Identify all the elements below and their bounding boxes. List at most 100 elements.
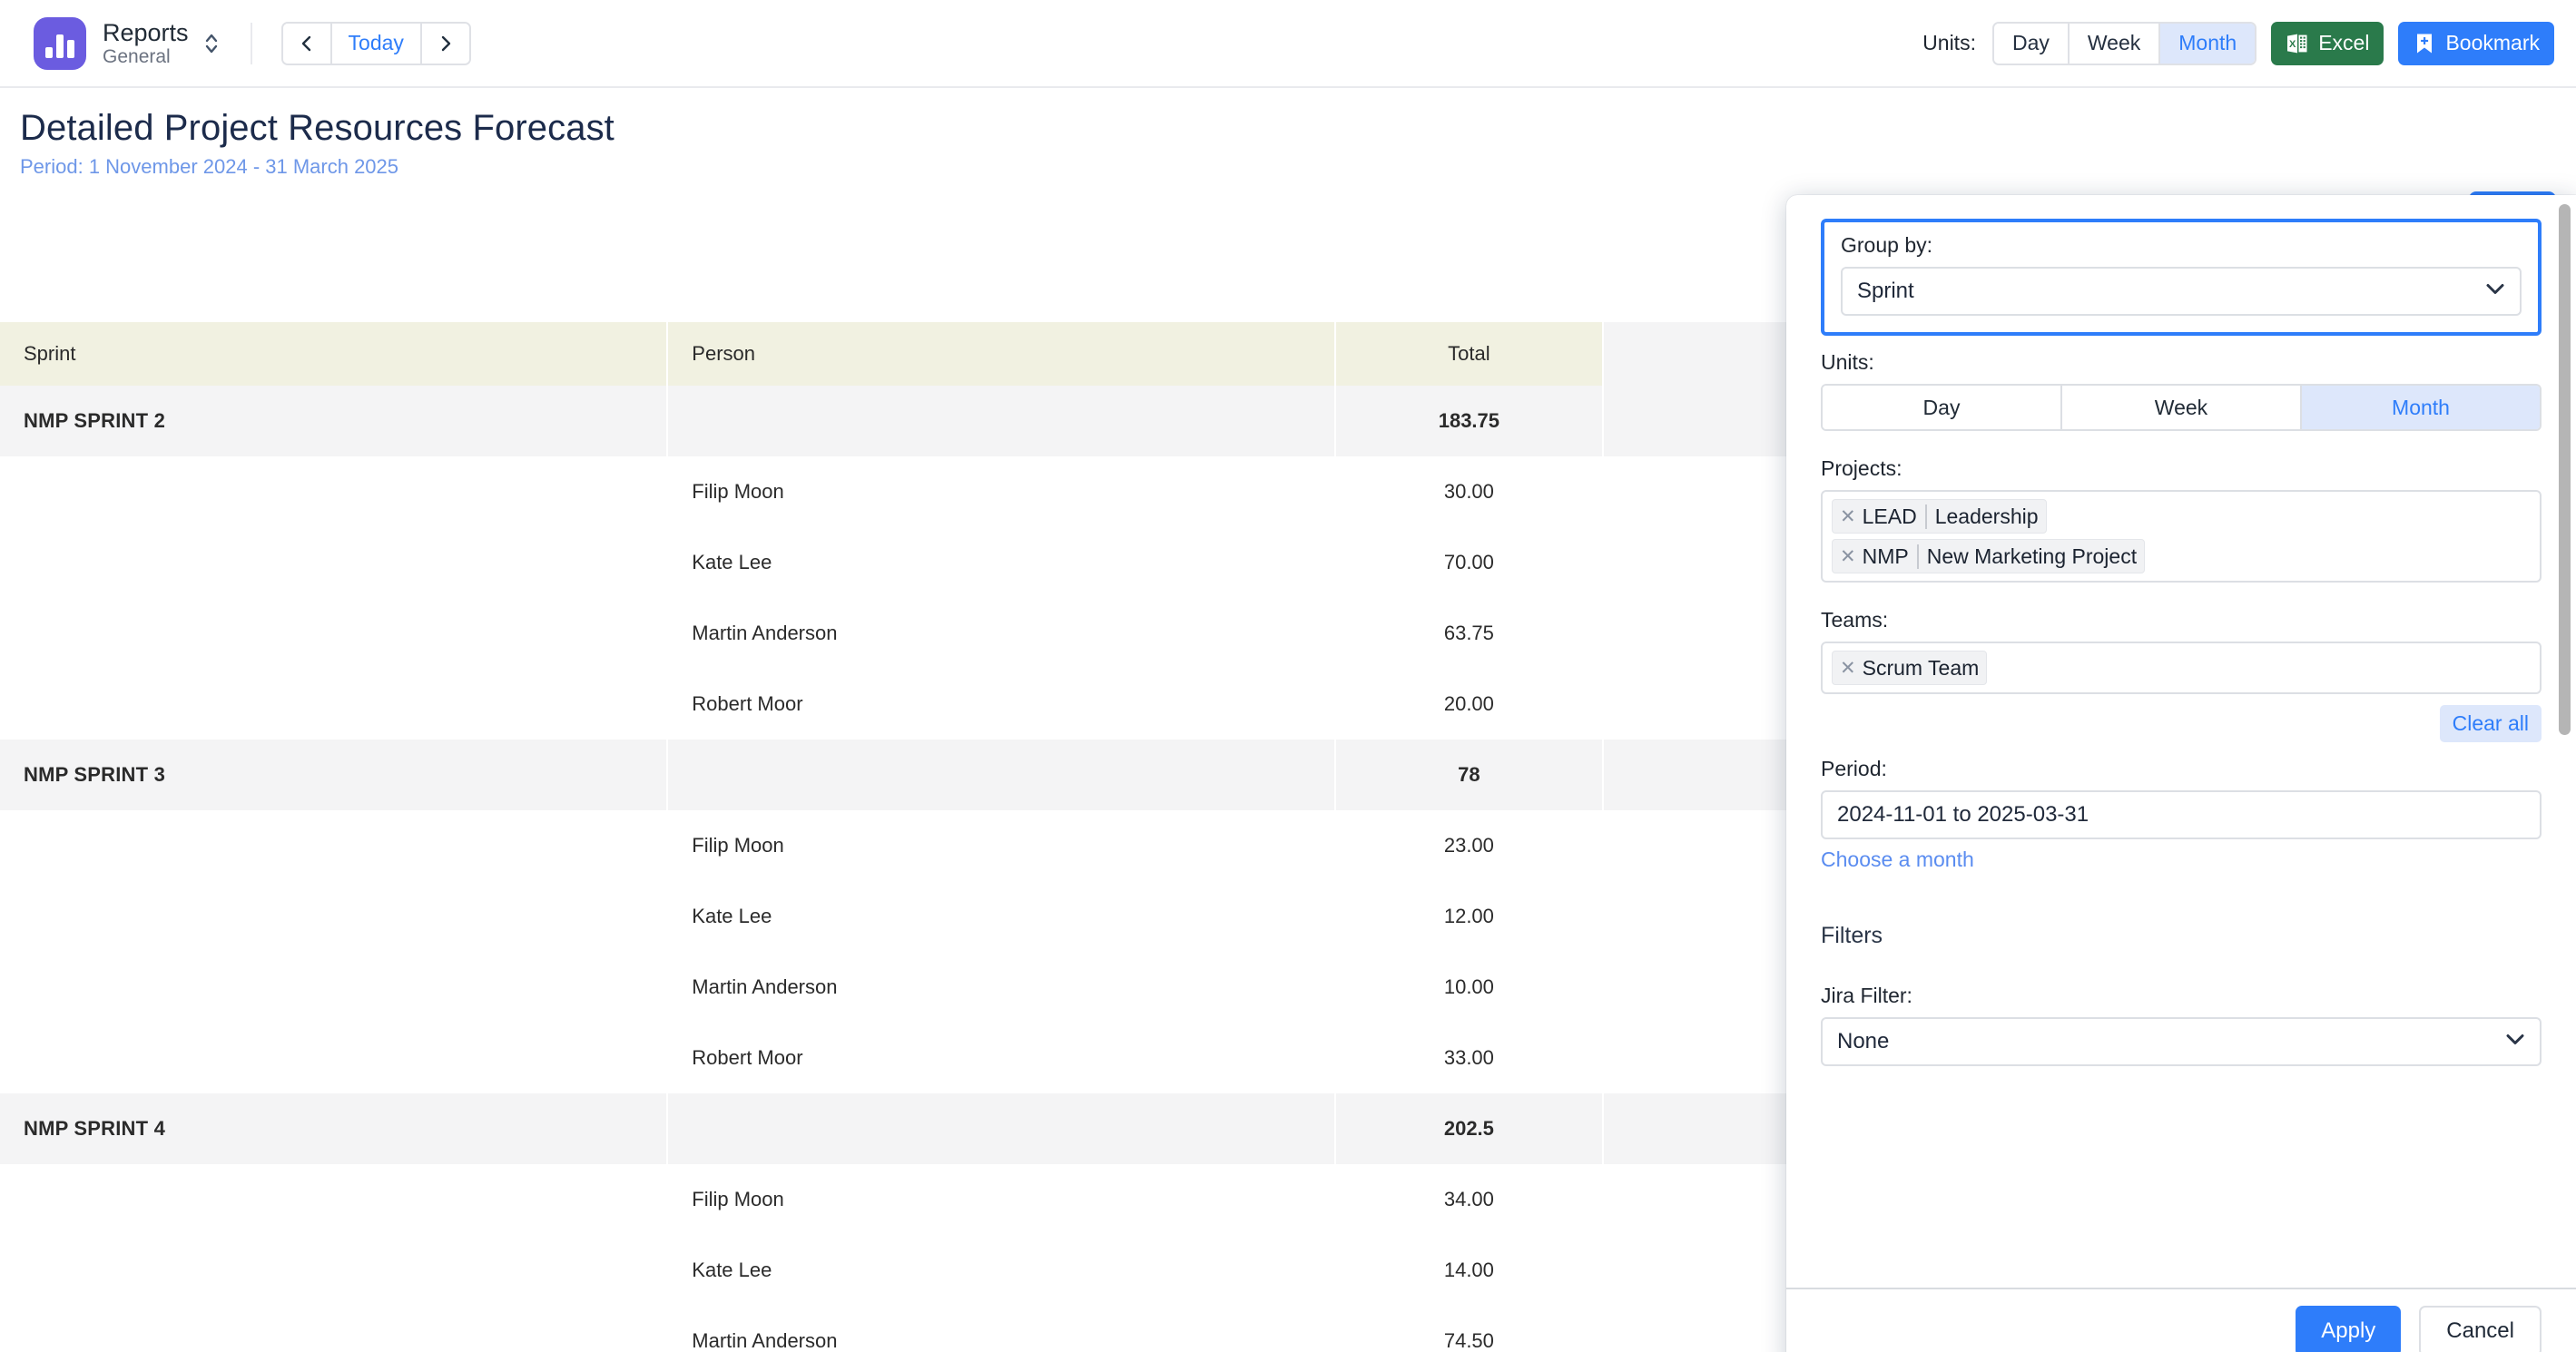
cell-person	[667, 740, 1336, 810]
cell-total: 183.75	[1334, 386, 1605, 456]
project-token[interactable]: ✕ LEAD Leadership	[1832, 499, 2047, 534]
cell-sprint	[0, 881, 669, 952]
cell-total: 12.00	[1334, 881, 1605, 952]
prev-period-button[interactable]	[282, 23, 330, 64]
brand-title: Reports	[103, 18, 189, 46]
bar-chart-icon	[34, 16, 86, 70]
jira-filter-label: Jira Filter:	[1821, 984, 1912, 1007]
cell-total: 30.00	[1334, 456, 1605, 527]
group-by-field-highlight: Group by: Sprint	[1821, 219, 2542, 336]
col-header-sprint[interactable]: Sprint	[0, 322, 669, 386]
units-label: Units:	[1922, 31, 1976, 54]
page-period-subtitle: Period: 1 November 2024 - 31 March 2025	[20, 155, 399, 178]
date-nav-group: Today	[280, 21, 471, 65]
cell-total: 14.00	[1334, 1235, 1605, 1306]
excel-file-icon: X	[2286, 32, 2309, 55]
cell-sprint	[0, 1164, 669, 1235]
cell-sprint	[0, 1235, 669, 1306]
today-button[interactable]: Today	[331, 23, 420, 64]
brand-block[interactable]: Reports General	[0, 16, 220, 70]
excel-button-label: Excel	[2318, 31, 2370, 54]
cell-total: 70.00	[1334, 527, 1605, 598]
cell-sprint	[0, 598, 669, 669]
cell-person: Filip Moon	[667, 456, 1336, 527]
cell-sprint	[0, 456, 669, 527]
teams-label: Teams:	[1821, 608, 1889, 632]
project-token-key: NMP	[1863, 544, 1919, 569]
modal-footer: Apply Cancel	[1786, 1288, 2576, 1352]
group-by-select[interactable]: Sprint	[1841, 267, 2522, 316]
project-token-value: New Marketing Project	[1926, 544, 2138, 568]
projects-label: Projects:	[1821, 456, 1903, 480]
cell-total: 34.00	[1334, 1164, 1605, 1235]
cell-total: 78	[1334, 740, 1605, 810]
project-token-key: LEAD	[1863, 504, 1927, 529]
cell-person: Filip Moon	[667, 1164, 1336, 1235]
cell-sprint	[0, 810, 669, 881]
cell-total: 10.00	[1334, 952, 1605, 1023]
page-title: Detailed Project Resources Forecast	[20, 108, 615, 148]
chevron-up-down-icon[interactable]	[203, 32, 220, 55]
period-input[interactable]: 2024-11-01 to 2025-03-31	[1821, 790, 2542, 839]
team-token-value: Scrum Team	[1862, 655, 1980, 680]
cell-total: 63.75	[1334, 598, 1605, 669]
cell-total: 23.00	[1334, 810, 1605, 881]
close-x-icon[interactable]: ✕	[1840, 545, 1856, 567]
modal-units-option-month[interactable]: Month	[2302, 386, 2540, 429]
choose-a-month-link[interactable]: Choose a month	[1821, 847, 1974, 871]
units-option-week[interactable]: Week	[2069, 23, 2161, 64]
modal-units-label: Units:	[1821, 350, 1874, 374]
excel-export-button[interactable]: X Excel	[2271, 21, 2384, 65]
cell-sprint: NMP SPRINT 3	[0, 740, 669, 810]
team-token[interactable]: ✕ Scrum Team	[1832, 651, 1988, 685]
brand-subtitle: General	[103, 45, 171, 67]
project-token[interactable]: ✕ NMP New Marketing Project	[1832, 539, 2146, 573]
cell-sprint	[0, 527, 669, 598]
cancel-button[interactable]: Cancel	[2419, 1306, 2542, 1352]
jira-filter-select[interactable]: None	[1821, 1017, 2542, 1066]
bookmark-button[interactable]: Bookmark	[2398, 21, 2554, 65]
modal-scrollbar[interactable]	[2559, 195, 2571, 1248]
cell-person: Robert Moor	[667, 669, 1336, 740]
bookmark-plus-icon	[2413, 32, 2436, 55]
units-option-day[interactable]: Day	[1993, 23, 2070, 64]
modal-units-option-day[interactable]: Day	[1823, 386, 2062, 429]
nav-divider	[329, 23, 332, 64]
group-by-label: Group by:	[1841, 233, 1932, 257]
cell-person: Kate Lee	[667, 1235, 1336, 1306]
group-by-select-wrap[interactable]: Sprint	[1841, 267, 2522, 316]
col-header-total[interactable]: Total	[1334, 322, 1605, 386]
cell-total: 74.50	[1334, 1306, 1605, 1352]
toolbar-divider	[250, 22, 252, 64]
jira-filter-select-wrap[interactable]: None	[1821, 1017, 2542, 1066]
cell-sprint	[0, 1306, 669, 1352]
cell-total: 20.00	[1334, 669, 1605, 740]
modal-units-option-week[interactable]: Week	[2062, 386, 2302, 429]
close-x-icon[interactable]: ✕	[1840, 505, 1856, 527]
nav-divider	[419, 23, 422, 64]
teams-token-input[interactable]: ✕ Scrum Team	[1821, 642, 2542, 694]
col-header-person[interactable]: Person	[667, 322, 1336, 386]
cell-person: Kate Lee	[667, 881, 1336, 952]
top-toolbar: Reports General Today Units: Day Week Mo…	[0, 0, 2576, 88]
svg-text:X: X	[2289, 39, 2296, 50]
bookmark-button-label: Bookmark	[2445, 31, 2540, 54]
clear-all-button[interactable]: Clear all	[2439, 705, 2542, 742]
modal-scrollbar-thumb[interactable]	[2559, 204, 2571, 735]
filters-heading: Filters	[1821, 923, 1883, 948]
next-period-button[interactable]	[421, 23, 469, 64]
cell-sprint	[0, 1023, 669, 1093]
project-token-value: Leadership	[1934, 504, 2039, 528]
units-option-month[interactable]: Month	[2160, 23, 2256, 64]
projects-token-input[interactable]: ✕ LEAD Leadership ✕ NMP New Marketing Pr…	[1821, 490, 2542, 583]
close-x-icon[interactable]: ✕	[1840, 657, 1856, 679]
report-settings-modal: Group by: Sprint Units: Day Week Month P…	[1786, 195, 2576, 1352]
units-segmented-control: Day Week Month	[1991, 21, 2257, 65]
apply-button[interactable]: Apply	[2296, 1306, 2402, 1352]
cell-sprint	[0, 952, 669, 1023]
cell-person: Kate Lee	[667, 527, 1336, 598]
cell-person: Filip Moon	[667, 810, 1336, 881]
cell-sprint	[0, 669, 669, 740]
period-label: Period:	[1821, 757, 1887, 780]
page-body: Detailed Project Resources Forecast Peri…	[0, 88, 2576, 1352]
